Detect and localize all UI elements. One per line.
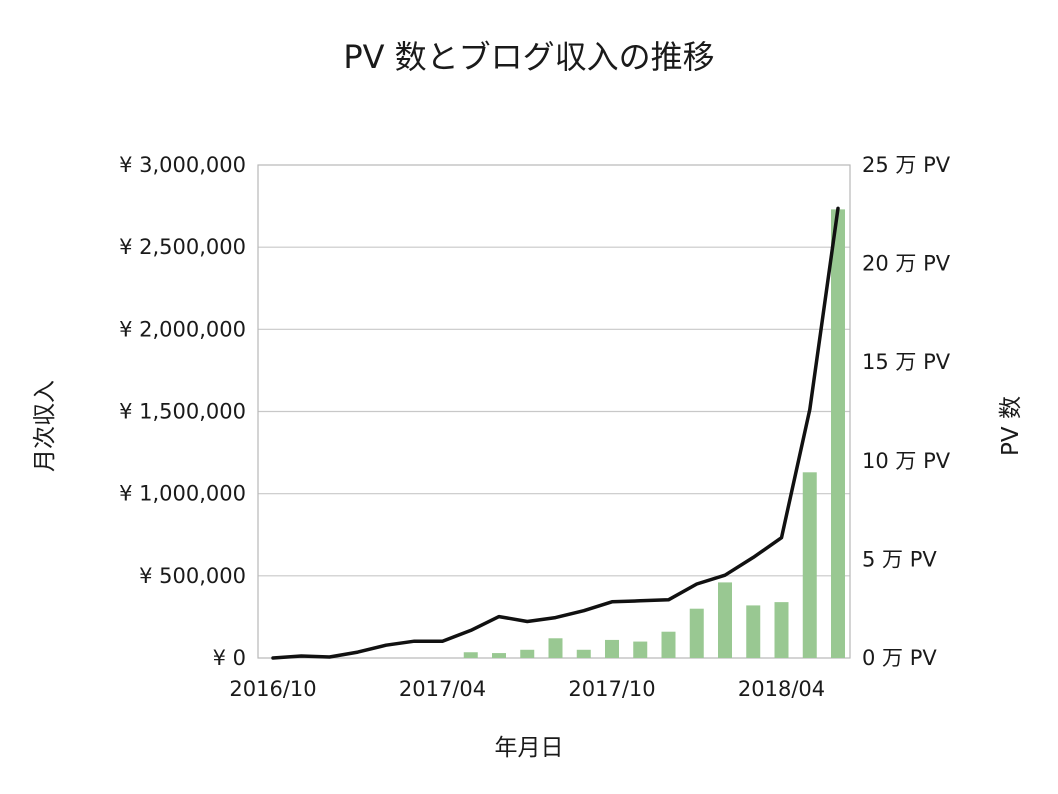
line-series [271,206,840,660]
left-tick-label: ¥ 3,000,000 [119,153,246,177]
chart-title: PV 数とブログ収入の推移 [343,38,714,76]
bar [548,638,563,658]
bar-series [463,209,845,658]
x-tick-label: 2017/10 [568,677,655,701]
bar [463,652,478,658]
bar [633,641,648,658]
bar [661,631,676,658]
right-tick-label: 0 万 PV [862,646,937,670]
left-tick-label: ¥ 2,500,000 [119,235,246,259]
left-tick-label: ¥ 1,500,000 [119,400,246,424]
x-tick-label: 2016/10 [229,677,316,701]
x-tick-label: 2017/04 [399,677,486,701]
right-axis-title: PV 数 [998,396,1024,456]
right-tick-label: 5 万 PV [862,547,937,571]
x-tick-label: 2018/04 [738,677,825,701]
right-tick-label: 10 万 PV [862,449,951,473]
right-tick-label: 25 万 PV [862,153,951,177]
bar [718,582,732,658]
bar [492,653,506,658]
left-tick-label: ¥ 1,000,000 [119,482,246,506]
bar [520,649,535,658]
bar [576,649,591,658]
bar [689,608,704,658]
right-tick-label: 15 万 PV [862,350,951,374]
bar [802,472,817,658]
right-axis-ticks: 0 万 PV 5 万 PV 10 万 PV 15 万 PV 20 万 PV 25 万 PV [862,153,951,670]
bar [746,605,761,658]
bar [774,602,789,658]
right-tick-label: 20 万 PV [862,252,951,276]
bar [831,209,845,658]
gridlines [258,246,850,577]
left-tick-label: ¥ 2,000,000 [119,317,246,341]
x-axis-ticks: 2016/10 2017/04 2017/10 2018/04 [229,677,825,701]
line-series-path [271,206,840,660]
left-axis-ticks: ¥ 0 ¥ 500,000 ¥ 1,000,000 ¥ 1,500,000 ¥ 2,00… [119,153,246,670]
left-tick-label: ¥ 500,000 [139,564,246,588]
bar [605,639,619,658]
x-axis-title: 年月日 [495,735,564,761]
left-tick-label: ¥ 0 [213,646,246,670]
left-axis-title: 月次収入 [32,380,58,472]
